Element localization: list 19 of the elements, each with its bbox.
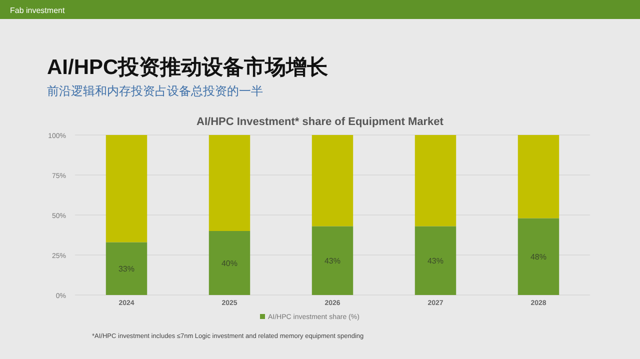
bar — [414, 135, 456, 226]
bar — [414, 226, 456, 295]
data-label: 33% — [118, 264, 135, 274]
bar — [208, 135, 250, 231]
bar — [106, 242, 148, 295]
data-label: 40% — [221, 259, 238, 268]
bar — [106, 135, 148, 242]
data-label: 43% — [324, 256, 341, 266]
chart-subtitle: 前沿逻辑和内存投资占设备总投资的一半 — [47, 84, 263, 98]
bar — [208, 231, 250, 295]
text: AI/HPC Investment* share of Equipment Market — [196, 116, 444, 128]
data-label: 48% — [530, 252, 547, 262]
bar — [518, 218, 560, 295]
data-label: 43% — [427, 256, 444, 266]
bar — [312, 226, 354, 295]
bar — [518, 135, 560, 218]
chart-title: AI/HPC投资推动设备市场增长 — [47, 55, 330, 79]
text: Fab investment — [10, 6, 66, 15]
bar — [312, 135, 354, 226]
